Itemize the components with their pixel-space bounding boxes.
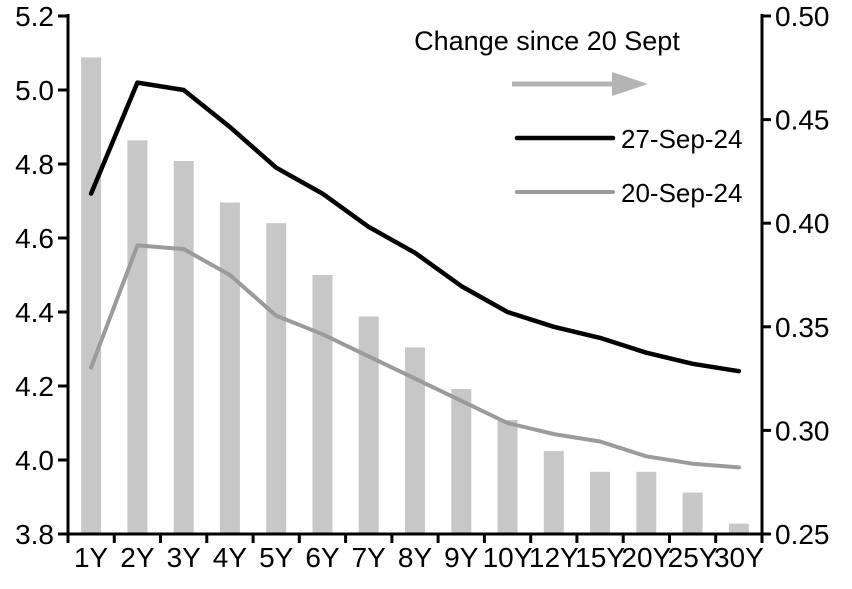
bar-20Y [636, 471, 657, 534]
left-axis-tick-label: 4.8 [15, 149, 54, 180]
axis-labels: 5.2 5.0 4.8 4.6 4.4 4.2 4.0 3.8 0.50 0.45 0.40 0.35… [15, 1, 829, 573]
legend-title: Change since 20 Sept [414, 26, 680, 56]
bar-8Y [405, 347, 425, 534]
line-20-sep-24 [89, 243, 741, 470]
left-axis-tick-label: 4.6 [15, 223, 54, 254]
bar-3Y [173, 161, 194, 534]
x-axis-tick-label-7Y: 7Y [352, 542, 387, 573]
right-axis-tick-label: 0.40 [775, 208, 830, 239]
left-axis-tick-label: 4.2 [15, 371, 54, 402]
line-27-sep-24 [88, 80, 742, 374]
bar-1Y [81, 57, 102, 535]
left-axis-tick-label: 5.0 [15, 75, 54, 106]
right-axis-tick-label: 0.35 [775, 312, 830, 343]
bar-25Y [682, 492, 703, 534]
bar-10Y [497, 420, 518, 534]
bar-30Y [728, 523, 749, 534]
x-axis-tick-label-25Y: 25Y [668, 542, 718, 573]
bar-12Y [543, 451, 564, 534]
left-axis-tick-label: 5.2 [15, 1, 54, 32]
x-axis-tick-label-15Y: 15Y [575, 542, 625, 573]
x-axis-tick-label-3Y: 3Y [167, 542, 202, 573]
left-axis-tick-label: 4.0 [15, 445, 54, 476]
x-axis-tick-label-2Y: 2Y [120, 542, 155, 573]
left-axis-tick-label: 3.8 [15, 519, 54, 550]
right-axis-tick-label: 0.30 [775, 415, 830, 446]
x-axis-tick-label-8Y: 8Y [398, 542, 433, 573]
x-axis-tick-label-20Y: 20Y [621, 542, 671, 573]
legend-item-27-sep-24-label: 27-Sep-24 [621, 124, 743, 154]
x-axis-tick-label-30Y: 30Y [714, 542, 764, 573]
left-axis-tick-label: 4.4 [15, 297, 54, 328]
bar-9Y [451, 389, 472, 534]
right-axis-tick-label: 0.50 [775, 1, 830, 32]
bar-2Y [127, 140, 148, 535]
right-axis-tick-label: 0.45 [775, 105, 830, 136]
legend-item-20-sep-24-label: 20-Sep-24 [621, 178, 743, 208]
right-arrow-head [612, 72, 648, 96]
x-axis-tick-label-12Y: 12Y [529, 542, 579, 573]
x-axis-tick-label-9Y: 9Y [444, 542, 479, 573]
x-axis-tick-label-4Y: 4Y [213, 542, 248, 573]
x-axis-tick-label-1Y: 1Y [74, 542, 109, 573]
bars-change-since-20-sept [81, 57, 749, 535]
bar-5Y [266, 223, 287, 534]
x-axis-tick-label-5Y: 5Y [259, 542, 294, 573]
axes [58, 14, 771, 543]
bar-7Y [358, 316, 379, 534]
bar-4Y [219, 202, 240, 534]
right-axis-tick-label: 0.25 [775, 519, 830, 550]
bar-15Y [590, 471, 611, 534]
x-axis-tick-label-6Y: 6Y [305, 542, 340, 573]
bar-6Y [312, 275, 333, 534]
legend [512, 72, 648, 194]
x-axis-tick-label-10Y: 10Y [483, 542, 533, 573]
